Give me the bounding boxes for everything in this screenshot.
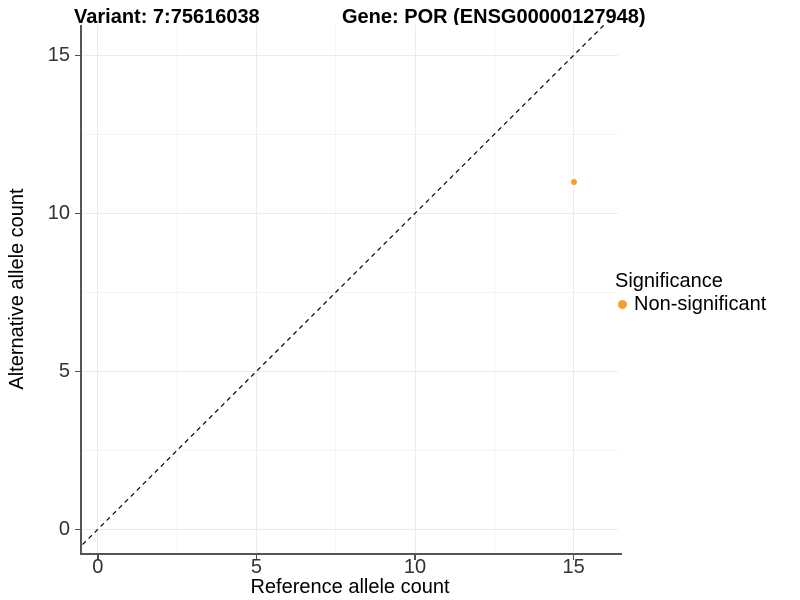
x-tick-label: 0 [92,556,104,578]
y-tick-label: 15 [47,44,70,67]
y-tick-label: 5 [58,360,70,383]
x-tick-label: 5 [250,556,262,578]
data-point [570,178,577,185]
gridline-y-minor [82,449,618,451]
legend-point-icon [618,299,627,309]
y-axis-line [80,25,82,555]
y-tick-mark [75,54,80,57]
y-tick-label: 0 [58,518,70,541]
gridline-x-minor [335,25,337,553]
plot-title-variant: Variant: 7:75616038 [74,6,260,28]
x-axis-line [80,553,622,555]
legend-title: Significance [615,270,723,292]
legend-entries: Non-significant [615,294,799,314]
gridline-x-major [255,25,257,553]
gridline-x-minor [493,25,495,553]
y-tick-mark [75,212,80,215]
gridline-x-major [573,25,575,553]
plot-title-gene: Gene: POR (ENSG00000127948) [342,6,646,28]
x-tick-label: 15 [562,556,585,578]
gridline-x-major [414,25,416,553]
gridline-y-major [82,54,618,56]
x-tick-mark [97,555,99,560]
y-axis-title: Alternative allele count [6,188,28,390]
gridline-y-major [82,370,618,372]
y-tick-mark [75,528,80,531]
identity-dashed-line [82,25,605,546]
legend: Significance Non-significant [615,270,799,314]
legend-entry: Non-significant [615,294,799,314]
gridline-y-minor [82,133,618,135]
gridline-x-minor [176,25,178,553]
gridline-y-major [82,528,618,530]
x-tick-label: 10 [403,556,427,578]
plot-panel [82,25,618,553]
x-tick-mark [255,555,258,560]
gridline-x-major [97,25,99,553]
legend-entry-label: Non-significant [634,293,767,315]
x-tick-mark [414,555,416,560]
gridline-y-minor [82,291,618,293]
x-axis-title: Reference allele count [250,576,450,598]
x-tick-mark [572,555,575,560]
gridline-y-major [82,212,618,214]
y-tick-mark [75,370,80,373]
y-tick-label: 10 [47,202,70,225]
